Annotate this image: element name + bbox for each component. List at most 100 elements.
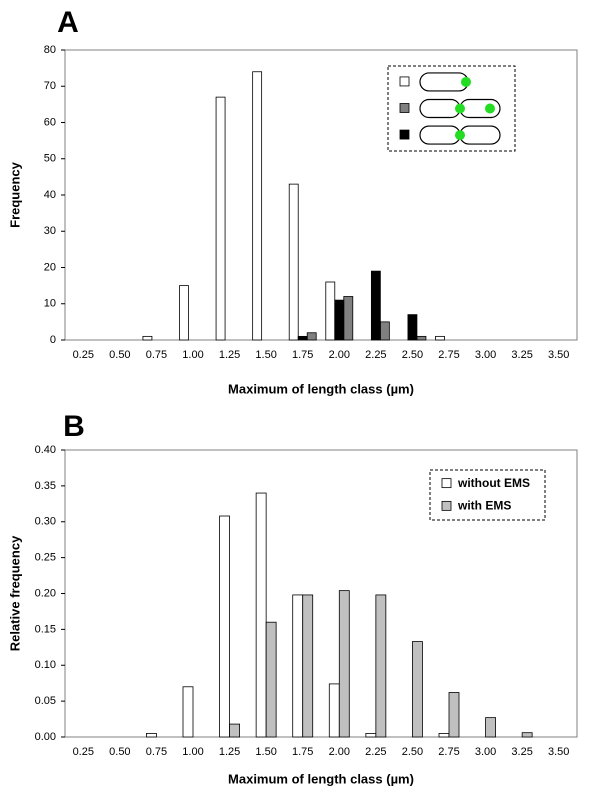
x-tick-label: 0.75 [146, 746, 167, 758]
spot-icon [455, 103, 465, 114]
panel-label: B [63, 410, 85, 443]
y-tick-label: 0.30 [35, 516, 56, 528]
cell-icon [459, 125, 501, 145]
bar [416, 335, 427, 341]
x-tick-label: 1.00 [182, 746, 203, 758]
bar [219, 515, 230, 738]
bar [370, 270, 381, 341]
bar [215, 96, 226, 341]
x-tick-label: 3.00 [475, 349, 496, 361]
x-tick-label: 2.75 [438, 349, 459, 361]
legend-label: without EMS [457, 476, 530, 490]
y-tick-label: 0.40 [35, 444, 56, 456]
bar [182, 686, 194, 738]
legend-label: with EMS [457, 499, 511, 513]
x-tick-label: 0.75 [146, 349, 167, 361]
x-axis-title: Maximum of length class (µm) [228, 771, 414, 786]
bar [379, 321, 390, 341]
bar [255, 492, 267, 738]
bar [412, 641, 423, 738]
bar [338, 590, 350, 738]
y-tick-label: 0.35 [35, 480, 56, 492]
y-tick-label: 30 [44, 225, 56, 237]
x-tick-label: 0.25 [73, 746, 94, 758]
y-tick-label: 0.20 [35, 587, 56, 599]
bar [297, 335, 308, 341]
y-tick-label: 0.25 [35, 552, 56, 564]
x-tick-label: 3.00 [475, 746, 496, 758]
bar [334, 299, 345, 341]
bar [146, 733, 157, 738]
legend-swatch [441, 500, 452, 511]
y-tick-label: 80 [44, 44, 56, 56]
cell-icon [419, 72, 469, 92]
x-tick-label: 1.00 [182, 349, 203, 361]
y-tick-label: 0.00 [35, 731, 56, 743]
y-axis-title: Frequency [7, 161, 22, 228]
bar [343, 296, 354, 341]
bar [306, 332, 317, 341]
x-tick-label: 2.75 [438, 746, 459, 758]
x-tick-label: 1.75 [292, 349, 313, 361]
y-tick-label: 60 [44, 116, 56, 128]
bar [448, 692, 460, 738]
y-tick-label: 70 [44, 80, 56, 92]
x-tick-label: 1.25 [219, 746, 240, 758]
bar [375, 594, 387, 738]
x-tick-label: 1.25 [219, 349, 240, 361]
x-tick-label: 2.25 [365, 746, 386, 758]
y-tick-label: 0.10 [35, 659, 56, 671]
x-tick-label: 1.50 [255, 349, 276, 361]
bar [328, 683, 340, 738]
bar [265, 621, 277, 738]
bar [365, 733, 377, 738]
bar [325, 281, 336, 341]
y-axis-title: Relative frequency [7, 535, 22, 651]
bar [521, 732, 533, 738]
x-tick-label: 2.00 [329, 349, 350, 361]
x-tick-label: 1.50 [255, 746, 276, 758]
y-tick-label: 40 [44, 189, 56, 201]
x-tick-label: 3.25 [511, 746, 532, 758]
x-tick-label: 3.50 [548, 746, 569, 758]
x-tick-label: 2.50 [402, 746, 423, 758]
x-tick-label: 2.25 [365, 349, 386, 361]
bar [407, 314, 418, 341]
bar [288, 183, 299, 341]
y-tick-label: 10 [44, 298, 56, 310]
spot-icon [485, 103, 495, 114]
bar [438, 733, 450, 738]
bar [292, 594, 304, 738]
x-tick-label: 0.50 [109, 349, 130, 361]
x-tick-label: 2.00 [329, 746, 350, 758]
y-tick-label: 0 [50, 334, 56, 346]
legend-swatch [441, 478, 452, 489]
x-tick-label: 3.50 [548, 349, 569, 361]
y-tick-label: 20 [44, 261, 56, 273]
y-tick-label: 0.05 [35, 695, 56, 707]
x-tick-label: 1.75 [292, 746, 313, 758]
bar [485, 717, 496, 738]
legend-swatch [399, 103, 410, 113]
legend-swatch [399, 76, 410, 87]
spot-icon [455, 130, 465, 141]
legend-swatch [399, 129, 410, 140]
bar [142, 335, 153, 341]
cell-icon [419, 125, 461, 145]
spot-icon [461, 76, 471, 87]
x-tick-label: 0.25 [73, 349, 94, 361]
panel-label: A [57, 6, 79, 39]
bar [302, 594, 314, 738]
x-tick-label: 2.50 [402, 349, 423, 361]
bar [252, 71, 263, 341]
y-tick-label: 50 [44, 153, 56, 165]
x-tick-label: 3.25 [511, 349, 532, 361]
y-tick-label: 0.15 [35, 623, 56, 635]
bar [179, 285, 189, 341]
x-tick-label: 0.50 [109, 746, 130, 758]
bar [435, 335, 445, 341]
cell-icon [419, 98, 461, 119]
bar [229, 723, 240, 738]
